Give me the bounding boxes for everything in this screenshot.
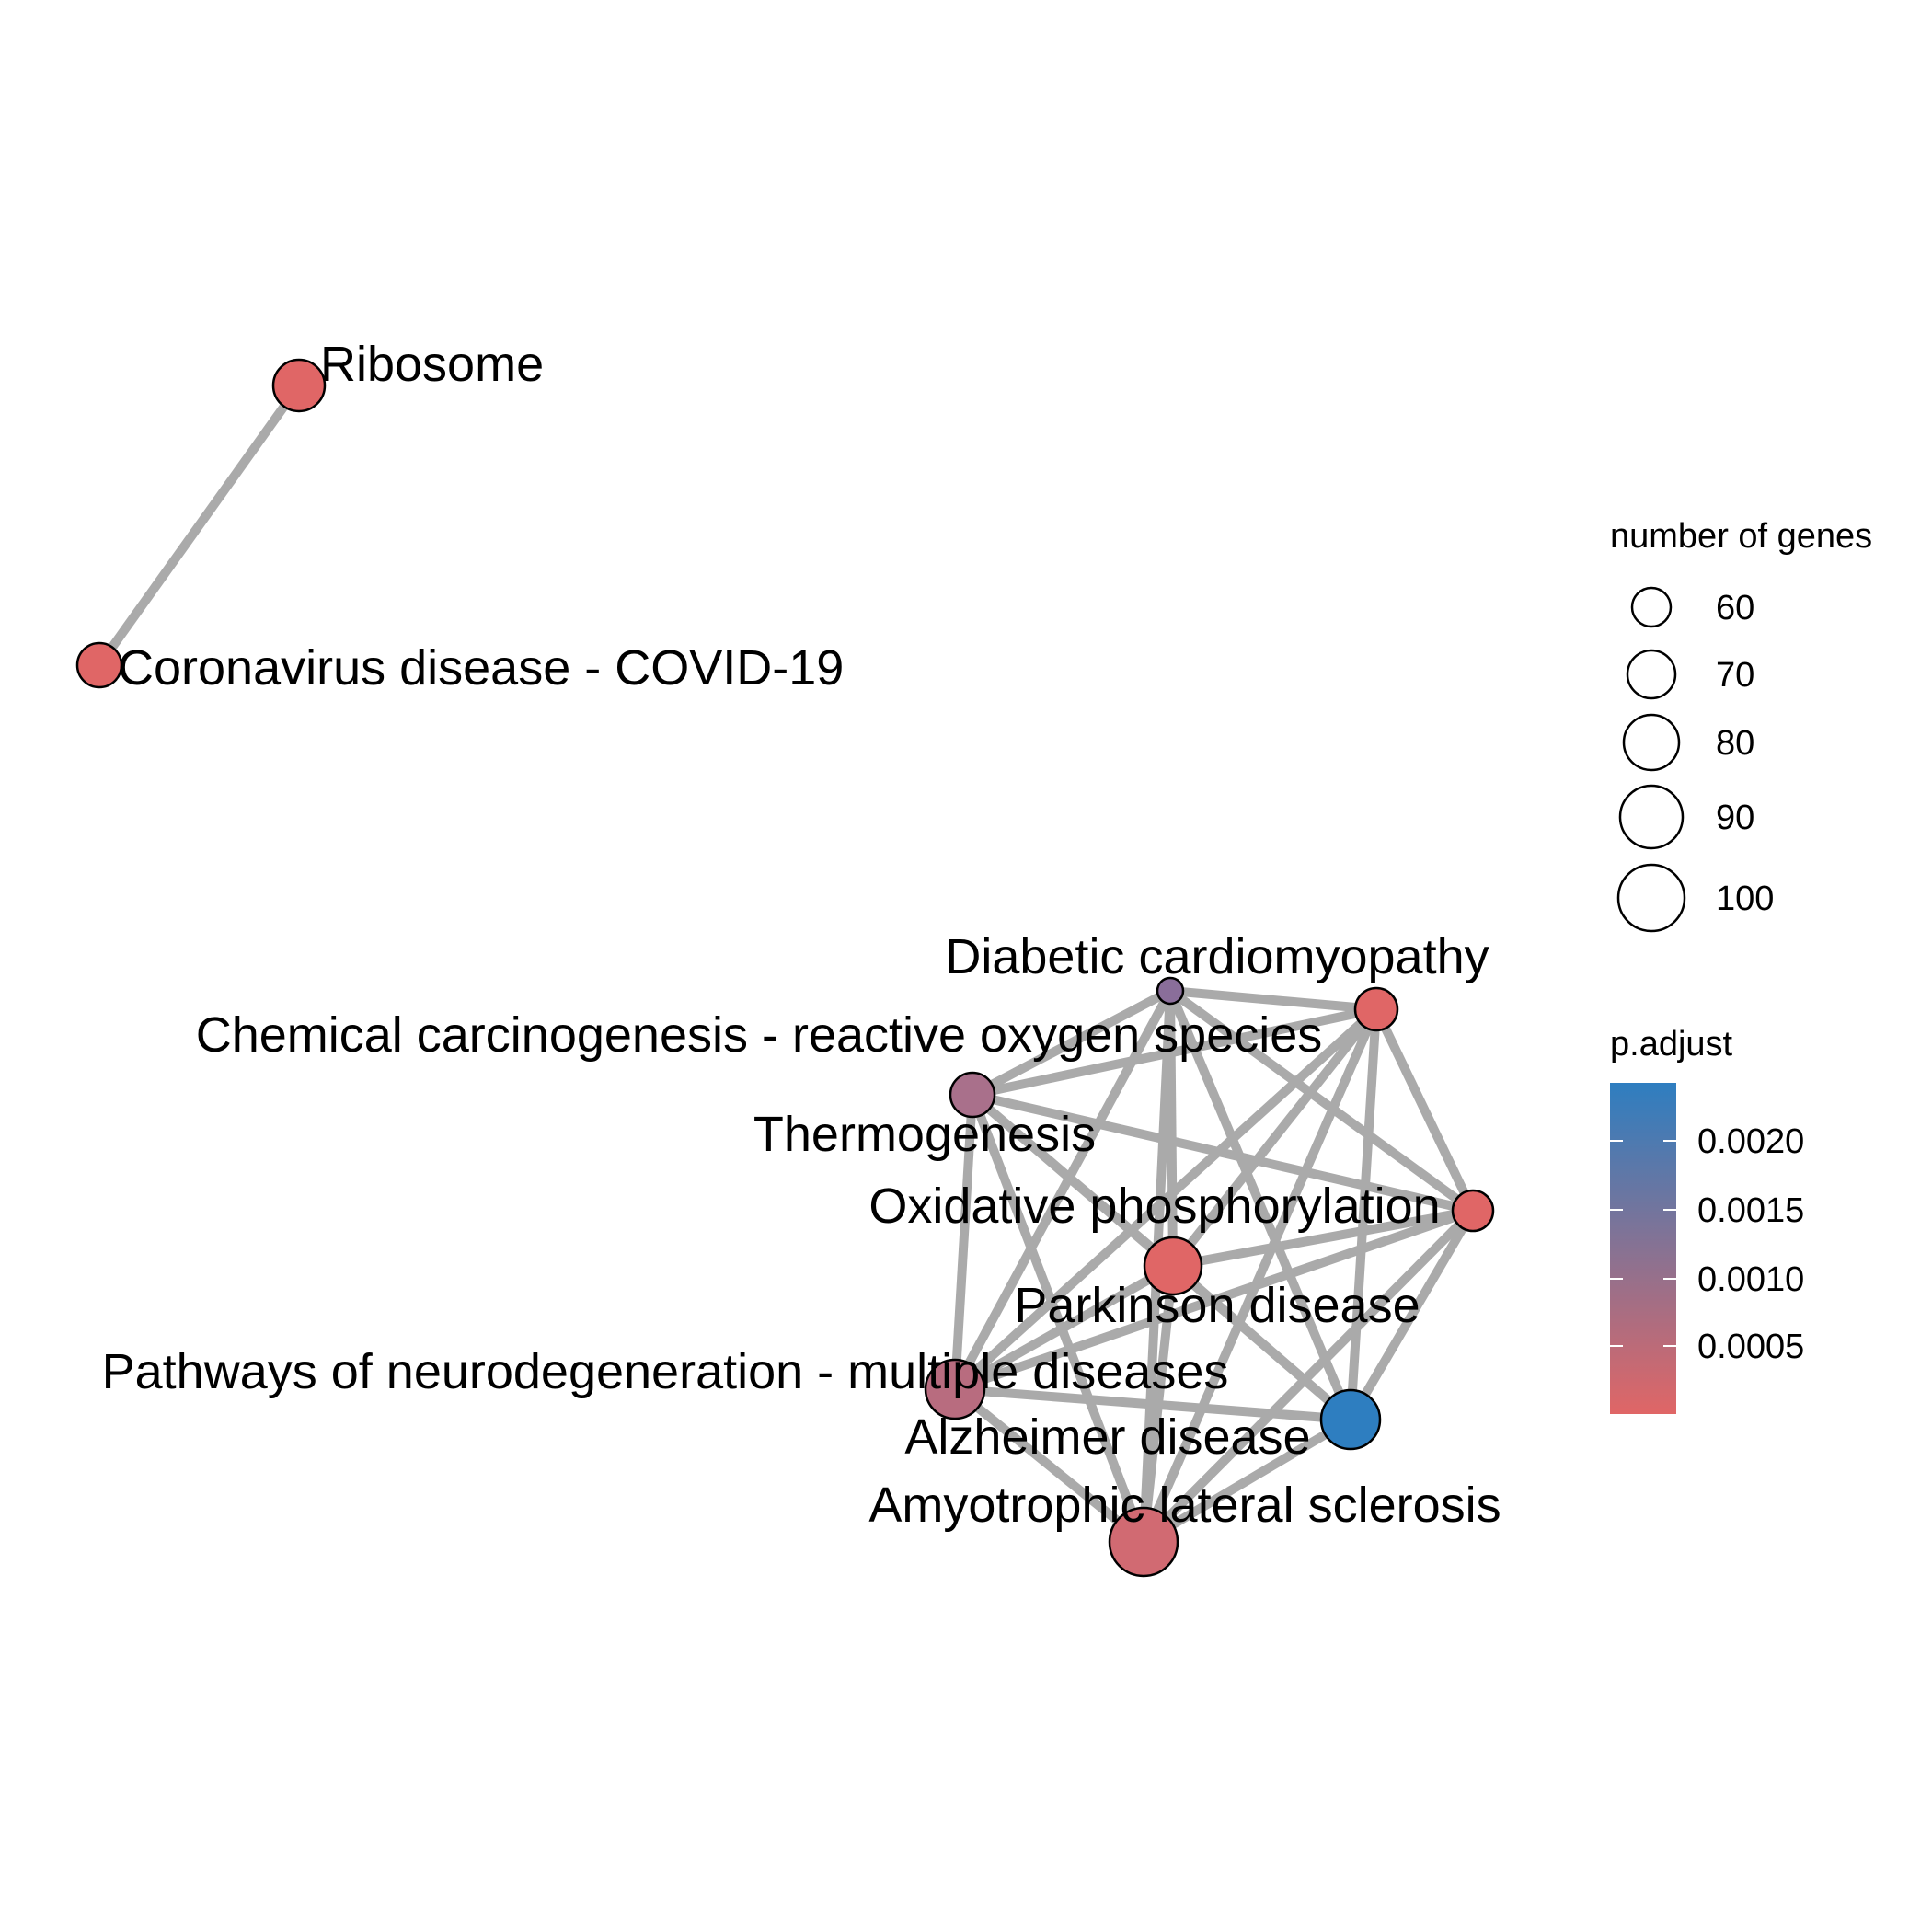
size-legend: number of genes 60 70 80 90 100 xyxy=(1610,517,1872,933)
edge-oxidative-parkinson xyxy=(1172,1206,1474,1271)
size-legend-circle xyxy=(1630,586,1673,628)
color-legend: p.adjust 0.0020 0.0015 0.0010 0.0005 xyxy=(1610,1025,1804,1414)
edge-chemical-als xyxy=(1139,1006,1381,1545)
edge-diabetic-alzheimer xyxy=(1166,989,1355,1421)
edge-neurodeg-als xyxy=(951,1386,1147,1546)
size-legend-items: 60 70 80 90 100 xyxy=(1616,586,1774,933)
size-legend-label: 80 xyxy=(1716,724,1754,763)
node-label-als: Amyotrophic lateral sclerosis xyxy=(868,1478,1501,1533)
color-legend-tick-label: 0.0010 xyxy=(1697,1260,1804,1299)
size-legend-label: 90 xyxy=(1716,799,1754,837)
edge-diabetic-thermo xyxy=(970,986,1173,1099)
color-legend-tick-label: 0.0005 xyxy=(1697,1328,1804,1366)
size-legend-circle xyxy=(1616,863,1686,933)
size-legend-label: 70 xyxy=(1716,656,1754,695)
color-legend-ticks: 0.0020 0.0015 0.0010 0.0005 xyxy=(1610,1122,1804,1366)
node-label-ribosome: Ribosome xyxy=(320,337,544,392)
node-label-oxidative: Oxidative phosphorylation xyxy=(868,1179,1440,1234)
color-legend-tick-label: 0.0020 xyxy=(1697,1122,1804,1161)
edge-oxidative-als xyxy=(1140,1207,1477,1546)
node-label-thermo: Thermogenesis xyxy=(753,1107,1096,1162)
node-neurodeg[interactable] xyxy=(924,1358,986,1420)
node-label-covid: Coronavirus disease - COVID-19 xyxy=(118,640,844,696)
node-chemical[interactable] xyxy=(1353,986,1399,1032)
edge-diabetic-oxidative xyxy=(1167,986,1476,1215)
edge-thermo-oxidative xyxy=(971,1090,1475,1215)
nodes-layer xyxy=(75,358,1495,1578)
node-diabetic[interactable] xyxy=(1156,976,1185,1006)
color-legend-tick-label: 0.0015 xyxy=(1697,1191,1804,1230)
size-legend-circle xyxy=(1626,649,1677,700)
edge-alzheimer-als xyxy=(1141,1415,1353,1547)
node-oxidative[interactable] xyxy=(1451,1189,1495,1233)
edge-thermo-als xyxy=(968,1093,1148,1544)
node-label-diabetic: Diabetic cardiomyopathy xyxy=(945,929,1489,984)
edge-thermo-neurodeg xyxy=(950,1094,977,1390)
size-legend-title: number of genes xyxy=(1610,517,1872,556)
edge-chemical-oxidative xyxy=(1372,1006,1478,1213)
edge-chemical-parkinson xyxy=(1169,1006,1380,1270)
node-label-chemical: Chemical carcinogenesis - reactive oxyge… xyxy=(196,1007,1323,1063)
edge-parkinson-alzheimer xyxy=(1169,1262,1354,1423)
color-legend-bar xyxy=(1610,1083,1676,1414)
edge-chemical-neurodeg xyxy=(951,1006,1380,1393)
color-legend-title: p.adjust xyxy=(1610,1025,1733,1064)
edge-parkinson-neurodeg xyxy=(952,1261,1176,1394)
node-label-alzheimer: Alzheimer disease xyxy=(904,1409,1310,1465)
edge-neurodeg-alzheimer xyxy=(954,1385,1351,1424)
labels-layer: Ribosome Coronavirus disease - COVID-19 Di… xyxy=(102,337,1501,1533)
node-alzheimer[interactable] xyxy=(1319,1388,1382,1451)
node-label-neurodeg: Pathways of neurodegeneration - multiple… xyxy=(102,1344,1229,1399)
edge-diabetic-chemical xyxy=(1169,986,1377,1014)
node-thermo[interactable] xyxy=(949,1071,996,1119)
size-legend-label: 100 xyxy=(1716,880,1774,918)
edge-oxidative-alzheimer xyxy=(1346,1208,1478,1422)
node-ribosome[interactable] xyxy=(271,358,327,413)
node-parkinson[interactable] xyxy=(1143,1236,1203,1296)
edge-chemical-alzheimer xyxy=(1346,1008,1381,1420)
node-covid[interactable] xyxy=(75,641,123,689)
size-legend-label: 60 xyxy=(1716,589,1754,627)
size-legend-circle xyxy=(1618,784,1685,850)
edge-ribosome-covid xyxy=(95,383,304,668)
size-legend-circle xyxy=(1622,713,1681,772)
node-als[interactable] xyxy=(1108,1506,1179,1578)
node-label-parkinson: Parkinson disease xyxy=(1014,1278,1420,1333)
edge-chemical-thermo xyxy=(971,1005,1378,1099)
